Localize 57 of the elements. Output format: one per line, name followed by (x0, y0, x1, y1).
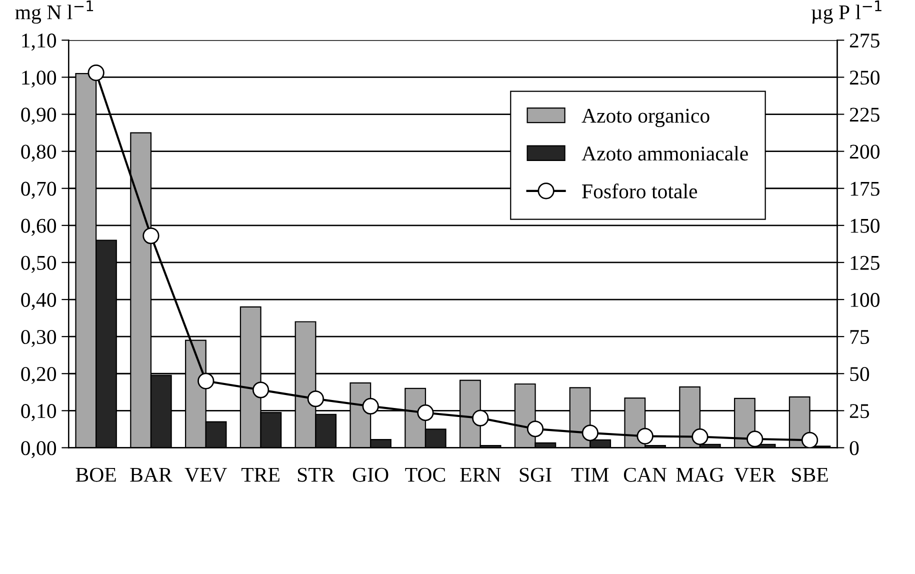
x-tick-label: VER (734, 468, 776, 482)
x-tick-label: CAN (624, 468, 667, 482)
x-tick-label: TOC (405, 468, 445, 482)
y2-tick-label: 50 (850, 366, 870, 382)
point (417, 404, 434, 422)
y2-tick-label: 225 (850, 108, 880, 122)
x-tick-label: BAR (130, 468, 172, 482)
x-tick-label: VEV (184, 468, 228, 482)
y-tick-label: 0,40 (21, 292, 56, 310)
point (362, 398, 379, 415)
y-tick-label: 0,70 (21, 182, 56, 199)
legend-label: Fosforo totale (582, 184, 698, 198)
y-tick-label: 0,10 (21, 404, 56, 422)
y-tick-label: 0,90 (21, 108, 56, 125)
y2-tick-label: 75 (850, 330, 870, 344)
y2-tick-label: 100 (850, 292, 880, 307)
x-tick-label: TRE (241, 468, 280, 482)
y2-axis-title: µg P l$^{−1}$ (812, 0, 882, 24)
x-tick-label: SGI (520, 468, 552, 482)
y2-tick-label: 0 (850, 441, 859, 456)
point (142, 227, 160, 244)
legend-label: Azoto organico (582, 108, 710, 128)
point (692, 428, 708, 446)
y-tick-label: 0,00 (21, 441, 56, 458)
y2-tick-label: 175 (850, 182, 880, 196)
y2-tick-label: 200 (850, 144, 880, 159)
point (307, 390, 324, 408)
point (526, 420, 544, 438)
point (88, 64, 104, 82)
y2-tick-label: 125 (850, 256, 880, 270)
x-tick-label: SBE (792, 468, 828, 482)
point (801, 432, 818, 448)
point (636, 428, 654, 444)
y2-tick-label: 275 (850, 34, 880, 48)
y-tick-label: 0,20 (21, 366, 56, 384)
y-tick-label: 0,50 (21, 256, 56, 273)
y-tick-label: 0,60 (21, 218, 56, 236)
y-tick-label: 0,30 (21, 330, 56, 348)
y2-tick-label: 25 (850, 404, 870, 418)
x-tick-label: ERN (460, 468, 501, 482)
y-tick-label: 0,80 (21, 144, 56, 162)
point (582, 424, 599, 442)
y-tick-label: 1,10 (22, 34, 56, 51)
x-tick-label: GIO (352, 468, 388, 482)
point (746, 430, 764, 448)
x-tick-label: BOE (76, 468, 116, 482)
y2-tick-label: 150 (850, 218, 880, 233)
point (198, 372, 214, 390)
x-tick-label: TIM (571, 468, 609, 482)
x-tick-label: MAG (676, 468, 724, 482)
y2-tick-label: 250 (850, 70, 880, 85)
y-axis-title: mg N l$^{−1}$ (15, 0, 94, 24)
x-tick-label: STR (298, 468, 335, 482)
y-tick-label: 1,00 (22, 70, 56, 88)
legend-label: Azoto ammoniacale (582, 146, 748, 161)
point (252, 382, 270, 398)
point (472, 410, 489, 426)
